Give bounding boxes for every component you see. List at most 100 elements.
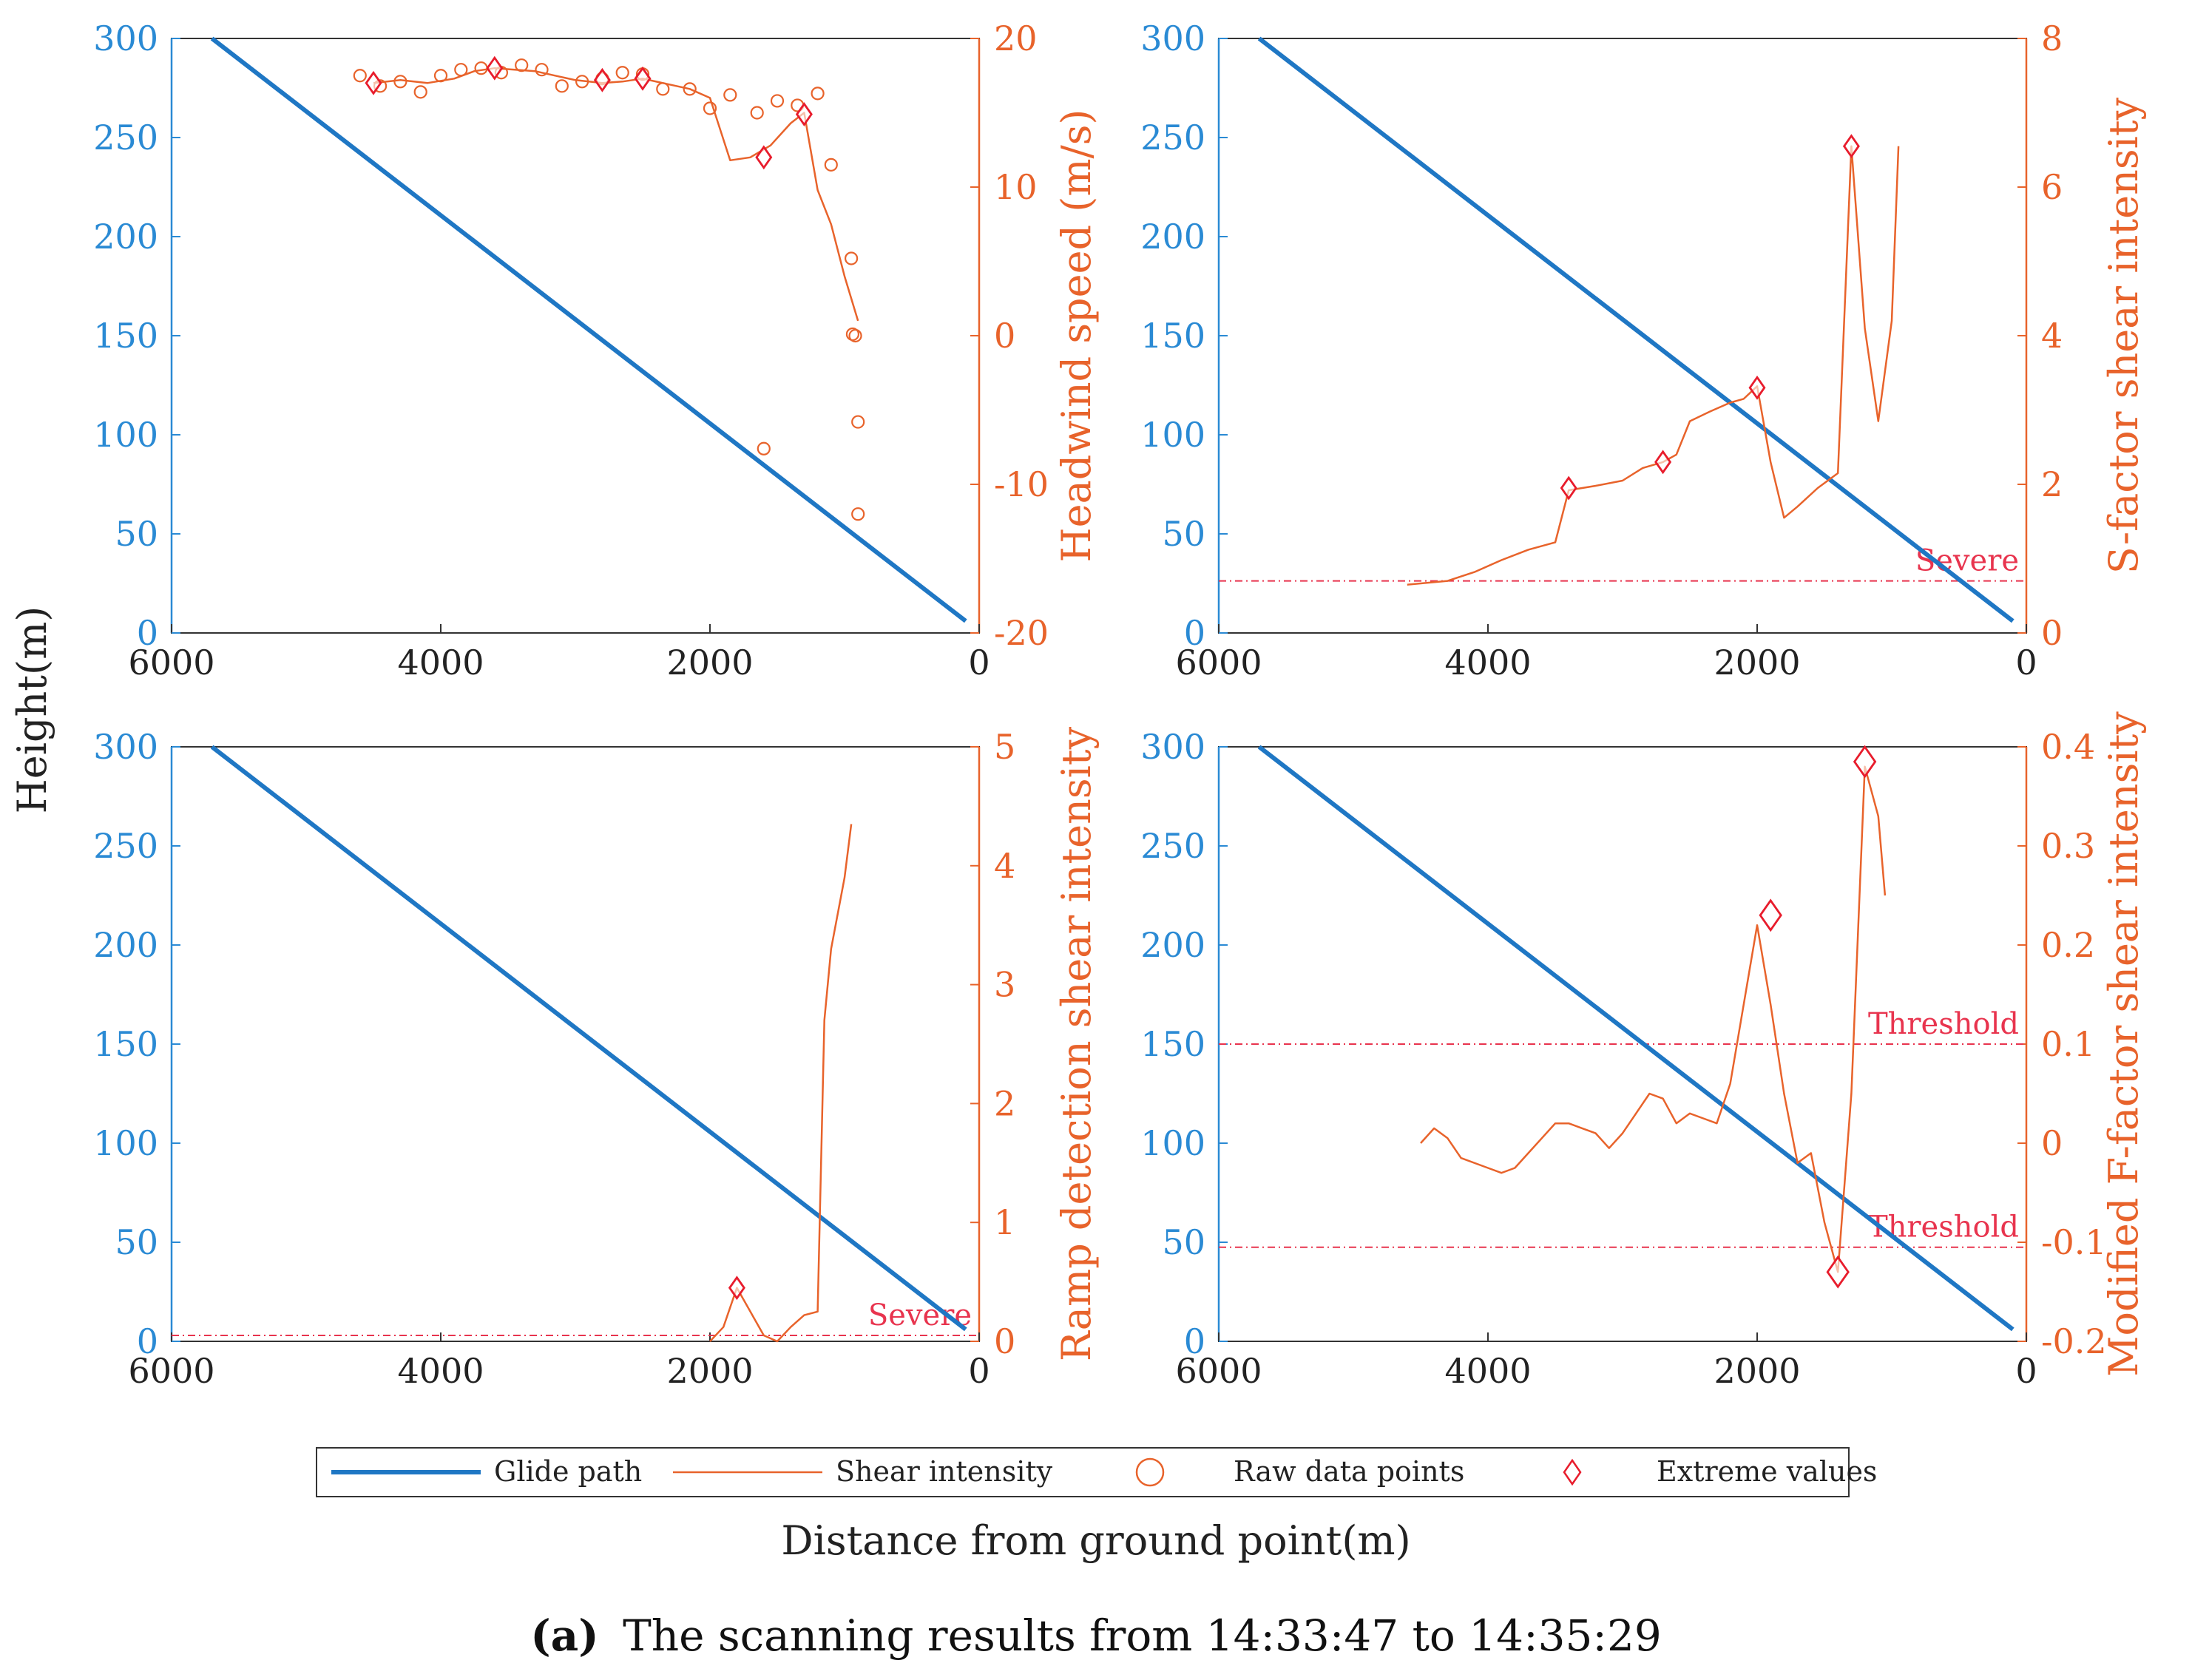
right-tick-label: 1 [994, 1202, 1015, 1242]
x-tick-label: 4000 [1444, 643, 1531, 682]
caption-letter: (a) [530, 1610, 598, 1661]
x-tick-label: 2000 [1714, 643, 1800, 682]
left-tick-label: 50 [115, 514, 158, 554]
threshold-label: Severe [1915, 544, 2019, 578]
extreme-value-marker [365, 70, 382, 95]
left-tick-label: 300 [93, 18, 158, 58]
raw-data-point [353, 69, 367, 83]
extreme-value-marker [1826, 1255, 1850, 1289]
raw-data-point [750, 106, 764, 120]
x-tick-label: 6000 [128, 643, 214, 682]
left-tick-label: 300 [1140, 727, 1205, 767]
x-tick-label: 0 [968, 643, 990, 682]
raw-data-point [555, 79, 569, 93]
right-tick-label: 0.1 [2041, 1024, 2095, 1064]
raw-data-point [454, 63, 468, 77]
left-tick-label: 200 [93, 217, 158, 257]
threshold-label: Threshold [1868, 1210, 2019, 1244]
raw-data-point [656, 82, 670, 96]
left-tick-label: 250 [1140, 826, 1205, 866]
legend-glide-label: Glide path [494, 1455, 642, 1488]
threshold-label: Severe [868, 1298, 972, 1332]
panel-headwind: 6000 4000 2000 030025020015010050020100-10-… [93, 18, 1100, 682]
caption-text: The scanning results from 14:33:47 to 14… [623, 1610, 1662, 1661]
legend-extreme-marker [1563, 1458, 1582, 1486]
extreme-value-marker [1748, 375, 1766, 400]
left-tick-label: 300 [1140, 18, 1205, 58]
shared-x-label: Distance from ground point(m) [781, 1517, 1410, 1564]
x-tick-label: 4000 [397, 643, 484, 682]
x-tick-label: 0 [2015, 1351, 2037, 1391]
right-axis-label: Modified F-factor shear intensity [2100, 711, 2147, 1377]
extreme-value-marker [1842, 134, 1860, 159]
raw-data-point [757, 441, 771, 455]
right-tick-label: 8 [2041, 18, 2063, 58]
legend-extreme-label: Extreme values [1657, 1455, 1877, 1488]
extreme-value-marker [593, 67, 611, 92]
right-tick-label: 0 [2041, 613, 2063, 653]
right-tick-label: 2 [994, 1083, 1015, 1123]
raw-data-point [848, 328, 862, 343]
x-tick-label: 2000 [666, 1351, 753, 1391]
left-tick-label: 0 [137, 1321, 158, 1361]
x-tick-label: 6000 [1175, 1351, 1262, 1391]
right-tick-label: -0.2 [2041, 1321, 2107, 1361]
left-tick-label: 250 [93, 118, 158, 158]
raw-data-point [770, 94, 785, 108]
left-tick-label: 250 [93, 826, 158, 866]
raw-data-point [723, 88, 737, 102]
glide-path-line [1257, 745, 2015, 1332]
right-tick-label: 0 [994, 316, 1015, 356]
x-tick-label: 2000 [1714, 1351, 1800, 1391]
legend-shear-label: Shear intensity [836, 1455, 1053, 1488]
left-tick-label: 250 [1140, 118, 1205, 158]
left-tick-label: 100 [93, 415, 158, 455]
raw-data-point [515, 58, 529, 72]
left-tick-label: 150 [1140, 1024, 1205, 1064]
right-tick-label: 10 [994, 167, 1038, 207]
left-tick-label: 200 [1140, 217, 1205, 257]
left-tick-label: 50 [1162, 514, 1205, 554]
right-tick-label: 4 [2041, 316, 2063, 356]
extreme-value-marker [1853, 745, 1877, 779]
shear-intensity-line [1407, 145, 1900, 586]
left-tick-label: 200 [1140, 925, 1205, 965]
left-tick-label: 100 [1140, 1123, 1205, 1163]
right-tick-label: 20 [994, 18, 1038, 58]
x-tick-label: 2000 [666, 643, 753, 682]
right-tick-label: 4 [994, 846, 1015, 886]
raw-data-point [683, 82, 697, 96]
extreme-value-marker [795, 102, 813, 126]
panel-s-factor: 6000 4000 2000 0 300 250 200 150 100 50 0 8 6 4 2 0 S-fa… [1140, 18, 2147, 682]
right-tick-label: 5 [994, 727, 1015, 767]
glide-path-line [210, 36, 967, 623]
right-tick-label: -20 [994, 613, 1049, 653]
right-tick-label: -0.1 [2041, 1222, 2107, 1262]
glide-path-line [1257, 36, 2015, 623]
extreme-value-marker [1560, 475, 1577, 501]
x-tick-label: 0 [968, 1351, 990, 1391]
right-tick-label: 0.2 [2041, 925, 2095, 965]
left-tick-label: 100 [93, 1123, 158, 1163]
right-tick-label: 6 [2041, 167, 2063, 207]
extreme-value-marker [1654, 450, 1672, 475]
left-tick-label: 0 [1184, 613, 1205, 653]
raw-data-point [703, 101, 717, 115]
shared-y-label: Height(m) [9, 606, 55, 814]
raw-data-point [851, 415, 865, 429]
panel-ramp-detection: 6000 4000 2000 0 300 250 200 150 100 50 0 5 4 3 2 1 0 Ram… [93, 726, 1100, 1391]
left-tick-label: 0 [1184, 1321, 1205, 1361]
x-tick-label: 4000 [1444, 1351, 1531, 1391]
caption: (a) The scanning results from 14:33:47 t… [530, 1610, 1662, 1661]
panel-modified-f-factor: 6000 4000 2000 0 300 250 200 150 100 50 0 0.4 0.3 0.2… [1140, 711, 2147, 1391]
right-tick-label: 0 [2041, 1123, 2063, 1163]
right-axis-label: S-factor shear intensity [2100, 97, 2147, 574]
right-tick-label: -10 [994, 464, 1049, 504]
extreme-value-marker [1759, 898, 1782, 932]
left-tick-label: 200 [93, 925, 158, 965]
x-tick-label: 6000 [128, 1351, 214, 1391]
right-axis-label: Ramp detection shear intensity [1053, 726, 1100, 1361]
glide-path-line [210, 745, 967, 1332]
raw-data-point [811, 87, 825, 101]
